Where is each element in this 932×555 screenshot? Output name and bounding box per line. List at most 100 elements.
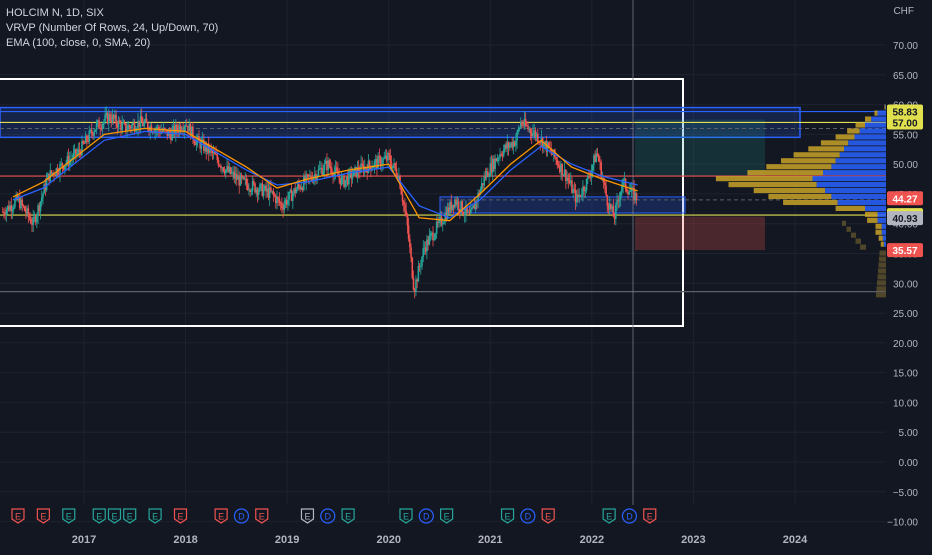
candle-body [595,153,598,163]
candle-body [368,160,371,167]
candle-body [473,205,476,210]
candle-body [456,201,459,205]
vrvp-up-bar [783,199,838,206]
candle-body [305,174,308,183]
price-label-bg[interactable] [887,115,923,130]
y-axis-tick-label: 65.00 [893,71,918,82]
price-label[interactable]: 44.27 [892,194,917,205]
candle-body [574,189,577,203]
candle-body [547,142,550,148]
earnings-marker[interactable] [107,508,122,524]
candle-body [550,148,553,153]
vrvp-up-bar [715,176,813,182]
event-marker-letter: E [127,512,133,522]
candle-body [224,169,227,174]
earnings-marker[interactable] [602,508,616,524]
candle-body [496,158,499,162]
candle-body [184,125,187,127]
earnings-marker[interactable] [92,508,106,524]
vrvp-up-bar [820,140,849,146]
candle-body [448,207,450,213]
vrvp-up-bar [865,116,872,122]
candle-body [300,187,303,190]
vrvp-down-bar [882,235,886,241]
candle-body [237,176,239,180]
candle-body [111,115,114,123]
price-label-bg[interactable] [887,191,923,206]
vrvp-up-bar [753,187,826,194]
earnings-marker[interactable] [643,508,657,524]
earnings-marker[interactable] [341,508,355,524]
support-zone[interactable] [439,196,686,214]
event-marker-letter: E [304,512,310,522]
event-marker-letter: D [325,512,332,522]
candle-body [420,265,422,267]
earnings-marker[interactable] [11,508,25,524]
price-label[interactable]: 57.00 [892,118,917,129]
candle-body [610,203,612,209]
candle-body [324,160,327,164]
earnings-marker[interactable] [214,508,228,524]
candle-body [42,193,44,198]
candle-body [204,143,206,151]
dividend-marker[interactable] [233,508,250,524]
price-label[interactable]: 40.93 [892,214,917,225]
symbol-title[interactable]: HOLCIM N, 1D, SIX [6,7,104,19]
price-label-bg[interactable] [887,104,923,119]
earnings-marker[interactable] [399,508,413,524]
earnings-marker[interactable] [62,508,76,524]
vrvp-down-bar [831,164,886,170]
price-label-bg[interactable] [887,211,923,226]
vrvp-up-bar [766,164,832,170]
candle-body [625,188,628,192]
earnings-marker[interactable] [173,508,188,524]
candle-body [82,141,84,144]
candle-body [502,149,505,156]
earnings-marker[interactable] [440,508,454,524]
dividend-marker[interactable] [520,508,536,524]
earnings-marker[interactable] [300,508,315,524]
earnings-marker[interactable] [500,508,515,524]
earnings-marker[interactable] [148,508,162,524]
ema-indicator-label[interactable]: EMA (100, close, 0, SMA, 20) [6,37,151,49]
candle-body [143,122,145,127]
candle-body [94,129,97,132]
earnings-marker[interactable] [123,508,137,524]
chart-legend: HOLCIM N, 1D, SIX VRVP (Number Of Rows, … [6,6,218,51]
candle-body [623,178,626,180]
candle-body [285,200,288,205]
event-marker-letter: E [111,512,117,522]
dividend-marker[interactable] [621,508,638,524]
dividend-marker[interactable] [418,508,434,524]
vrvp-down-bar [825,187,886,194]
candle-body [494,158,496,169]
candle-body [38,205,41,212]
candle-body [493,158,495,169]
y-axis-tick-label: 20.00 [893,339,918,350]
candle-body [198,136,200,141]
dividend-marker[interactable] [320,508,336,524]
vrvp-up-bar [874,110,878,116]
earnings-marker[interactable] [541,508,555,524]
earnings-marker[interactable] [36,508,50,524]
candle-body [410,247,412,258]
earnings-marker[interactable] [255,508,269,524]
price-label[interactable]: 35.57 [892,246,917,257]
vrvp-indicator-label[interactable]: VRVP (Number Of Rows, 24, Up/Down, 70) [6,22,219,34]
candle-body [544,140,546,143]
candle-body [272,190,275,195]
candle-body [294,188,297,194]
candle-body [298,184,300,187]
vrvp-faded-bar [878,268,886,274]
candle-body [277,197,280,199]
candle-body [239,174,242,186]
range-box-outline[interactable] [0,78,684,327]
price-label[interactable]: 58.83 [892,108,917,119]
candle-body [508,145,511,148]
candle-body [472,205,475,208]
price-label-bg[interactable] [887,243,923,258]
candle-body [469,209,472,214]
candle-body [9,205,11,211]
